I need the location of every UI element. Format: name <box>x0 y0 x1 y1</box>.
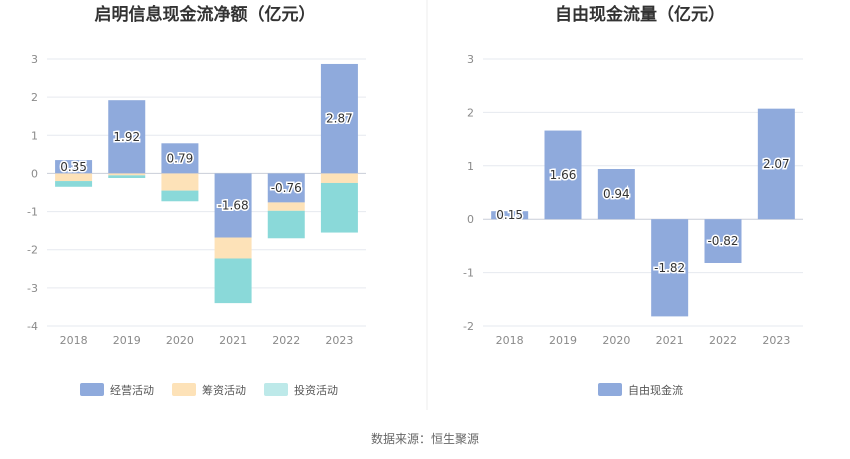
x-tick-label: 2020 <box>602 334 630 347</box>
bar-investing <box>267 210 305 239</box>
x-tick-label: 2019 <box>549 334 577 347</box>
x-tick-label: 2018 <box>60 334 88 347</box>
bar-investing <box>320 182 358 233</box>
x-tick-label: 2018 <box>496 334 524 347</box>
data-label: -0.76 <box>271 181 302 195</box>
bar-financing <box>267 202 305 211</box>
chart-title: 启明信息现金流净额（亿元） <box>95 4 316 25</box>
y-tick-label: 0 <box>467 213 474 226</box>
y-tick-label: -1 <box>463 267 474 280</box>
bar-investing <box>55 181 93 187</box>
y-tick-label: 0 <box>31 167 38 180</box>
net-cashflow-chart: 启明信息现金流净额（亿元） -4 -3 -2 -1 0 1 2 3 0.35 1.92 0.79 -1.… <box>27 4 366 397</box>
bar-operating <box>55 160 93 174</box>
legend-swatch <box>598 383 622 396</box>
bar-fcf <box>704 219 742 263</box>
y-tick-label: -1 <box>27 206 38 219</box>
x-tick-label: 2021 <box>656 334 684 347</box>
y-tick-label: 2 <box>467 106 474 119</box>
bar-operating <box>161 143 199 174</box>
data-label: -0.82 <box>707 234 738 248</box>
legend-swatch <box>264 383 288 396</box>
data-label: 2.07 <box>763 157 790 171</box>
chart-title: 自由现金流量（亿元） <box>555 4 725 25</box>
bar-fcf <box>491 211 529 220</box>
bar-investing <box>214 258 252 304</box>
free-cashflow-chart: 自由现金流量（亿元） -2 -1 0 1 2 3 0.15 1.66 0.94 -1.82 -0.82… <box>463 4 803 397</box>
bar-operating <box>108 100 146 174</box>
bar-investing <box>161 190 199 202</box>
x-tick-label: 2019 <box>113 334 141 347</box>
y-tick-label: -3 <box>27 282 38 295</box>
bar-fcf <box>544 130 582 220</box>
x-tick-label: 2023 <box>325 334 353 347</box>
x-tick-label: 2022 <box>272 334 300 347</box>
bar-financing <box>214 237 252 259</box>
y-tick-label: 1 <box>467 160 474 173</box>
bar-operating <box>267 173 305 203</box>
y-tick-label: -2 <box>27 244 38 257</box>
x-tick-label: 2023 <box>762 334 790 347</box>
data-label: -1.68 <box>218 198 249 212</box>
x-tick-label: 2022 <box>709 334 737 347</box>
bar-financing <box>55 173 93 182</box>
y-tick-label: 3 <box>467 53 474 66</box>
bar-fcf <box>757 108 795 220</box>
legend-swatch <box>80 383 104 396</box>
bar-financing <box>320 173 358 183</box>
bar-fcf <box>651 219 689 317</box>
data-label: 0.94 <box>603 187 630 201</box>
legend-label: 投资活动 <box>294 383 338 397</box>
y-tick-label: -2 <box>463 320 474 333</box>
bar-fcf <box>597 169 635 220</box>
data-label: 0.15 <box>496 208 523 222</box>
y-tick-label: 1 <box>31 129 38 142</box>
legend-swatch <box>172 383 196 396</box>
data-label: 2.87 <box>326 112 353 126</box>
data-label: 1.66 <box>550 168 577 182</box>
x-tick-label: 2020 <box>166 334 194 347</box>
data-label: -1.82 <box>654 261 685 275</box>
legend-label: 自由现金流 <box>628 383 683 397</box>
y-tick-label: 2 <box>31 91 38 104</box>
bar-operating <box>214 173 252 238</box>
bar-financing <box>161 173 199 191</box>
legend-label: 筹资活动 <box>202 383 246 397</box>
y-tick-label: -4 <box>27 320 38 333</box>
bar-financing <box>108 173 146 176</box>
y-tick-label: 3 <box>31 53 38 66</box>
legend-label: 经营活动 <box>110 383 154 397</box>
bar-investing <box>108 175 146 179</box>
bar-operating <box>320 63 358 174</box>
source-note: 数据来源：恒生聚源 <box>371 431 479 446</box>
x-tick-label: 2021 <box>219 334 247 347</box>
data-label: 0.79 <box>167 151 194 165</box>
data-label: 1.92 <box>113 130 140 144</box>
data-label: 0.35 <box>60 160 87 174</box>
